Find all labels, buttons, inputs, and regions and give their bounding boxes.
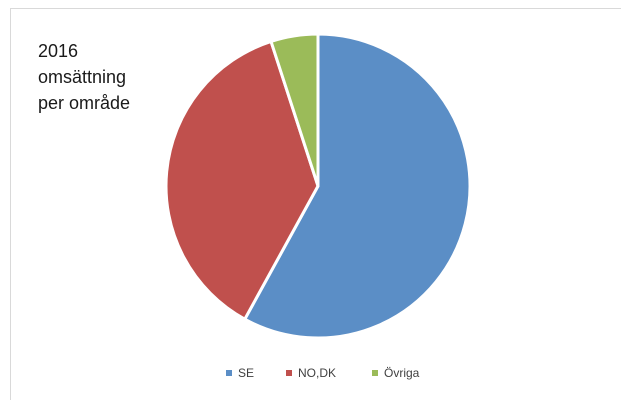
- legend-label-ovriga: Övriga: [384, 366, 420, 380]
- legend-swatch-no-dk: [286, 370, 292, 376]
- chart-title: 2016 omsättning per område: [38, 38, 130, 116]
- pie-slice--vriga: [269, 32, 320, 188]
- legend-label-no-dk: NO,DK: [298, 366, 337, 380]
- legend: SE NO,DK Övriga: [0, 363, 622, 383]
- chart-title-line-2: omsättning: [38, 67, 127, 87]
- legend-item-ovriga: Övriga: [372, 363, 419, 383]
- pie-slice-no-dk: [164, 39, 320, 321]
- legend-swatch-se: [226, 370, 232, 376]
- legend-label-se: SE: [238, 366, 255, 380]
- chart-title-line-3: per område: [38, 93, 131, 113]
- pie-slice-se: [243, 32, 472, 340]
- legend-item-se: SE: [226, 363, 254, 383]
- chart-frame: [10, 8, 621, 400]
- chart-title-line-1: 2016: [38, 41, 79, 61]
- legend-item-no-dk: NO,DK: [286, 363, 336, 383]
- legend-swatch-ovriga: [372, 370, 378, 376]
